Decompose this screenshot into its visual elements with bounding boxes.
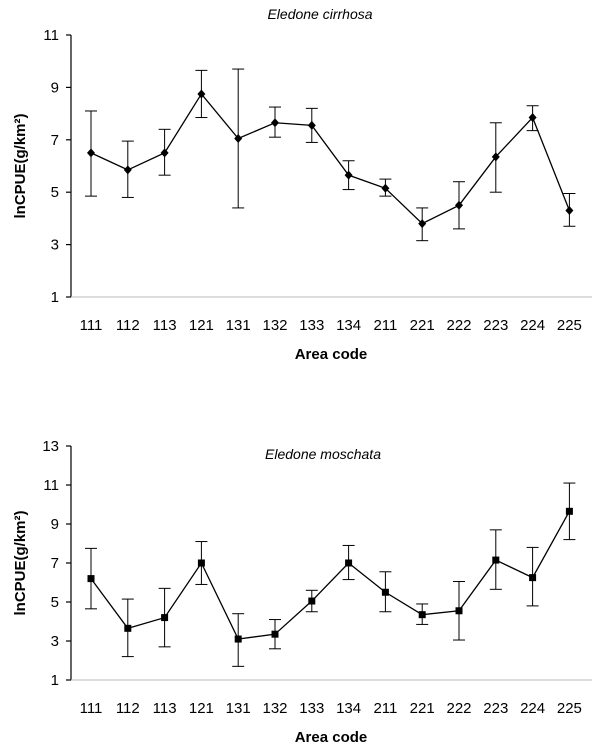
x-tick-label: 121 [189, 700, 214, 717]
data-point [381, 588, 389, 596]
x-tick-label: 111 [80, 317, 103, 334]
data-point [565, 507, 573, 515]
x-tick-label: 224 [520, 317, 545, 334]
data-point [161, 614, 169, 622]
y-tick-label: 9 [51, 79, 59, 96]
y-tick-label: 1 [51, 289, 59, 306]
x-tick-label: 131 [226, 317, 251, 334]
x-tick-label: 121 [189, 317, 214, 334]
x-tick-label: 223 [483, 700, 508, 717]
data-point [123, 165, 132, 175]
x-tick-label: 225 [557, 317, 582, 334]
data-point [528, 113, 537, 123]
y-tick-label: 3 [51, 633, 59, 650]
y-tick-label: 9 [51, 516, 59, 533]
x-tick-label: 132 [262, 700, 287, 717]
x-tick-label: 223 [483, 317, 508, 334]
data-point [344, 170, 353, 180]
x-tick-label: 222 [446, 700, 471, 717]
data-point [565, 206, 574, 216]
chart-title: Eledone cirrhosa [267, 6, 372, 22]
x-tick-label: 221 [410, 700, 435, 717]
y-axis-label: lnCPUE(g/km²) [12, 510, 29, 615]
y-tick-label: 5 [51, 184, 59, 201]
data-point [271, 630, 279, 638]
x-tick-label: 113 [153, 700, 177, 717]
x-tick-label: 112 [116, 700, 140, 717]
x-tick-label: 222 [446, 317, 471, 334]
series-line [90, 511, 570, 640]
data-point [529, 574, 537, 582]
data-point [455, 200, 463, 210]
data-point [234, 133, 243, 143]
data-point [491, 152, 500, 162]
x-tick-label: 224 [520, 700, 545, 717]
x-tick-label: 111 [80, 700, 103, 717]
data-point [124, 624, 132, 632]
x-tick-label: 211 [373, 700, 397, 717]
data-point [197, 559, 205, 567]
data-point [308, 597, 316, 605]
chart-title: Eledone moschata [265, 446, 381, 462]
data-point [418, 611, 426, 619]
x-tick-label: 134 [336, 317, 361, 334]
x-axis-label: Area code [295, 346, 368, 363]
data-point [345, 559, 353, 567]
data-point [492, 556, 500, 564]
data-point [271, 118, 279, 128]
data-point [160, 148, 169, 158]
y-tick-label: 11 [43, 477, 59, 494]
data-point [197, 89, 206, 99]
y-axis-label: lnCPUE(g/km²) [12, 113, 29, 218]
y-tick-label: 5 [51, 594, 59, 611]
y-tick-label: 3 [51, 237, 59, 254]
data-point [455, 607, 463, 615]
y-tick-label: 13 [42, 438, 59, 455]
y-tick-label: 7 [51, 555, 59, 572]
x-tick-label: 131 [226, 700, 251, 717]
x-axis-label: Area code [295, 729, 368, 746]
data-point [307, 120, 316, 130]
x-tick-label: 225 [557, 700, 582, 717]
x-tick-label: 112 [116, 317, 140, 334]
data-point [234, 635, 242, 643]
x-tick-label: 134 [336, 700, 361, 717]
y-tick-label: 1 [51, 672, 59, 689]
y-tick-label: 7 [51, 132, 59, 149]
x-tick-label: 211 [373, 317, 397, 334]
x-tick-label: 133 [299, 317, 324, 334]
data-point [87, 148, 95, 158]
x-tick-label: 221 [410, 317, 435, 334]
x-tick-label: 132 [262, 317, 287, 334]
data-point [381, 183, 390, 193]
y-tick-label: 11 [43, 27, 59, 44]
series-line [90, 92, 571, 225]
x-tick-label: 133 [299, 700, 324, 717]
data-point [87, 575, 95, 583]
data-point [418, 219, 427, 229]
x-tick-label: 113 [153, 317, 177, 334]
